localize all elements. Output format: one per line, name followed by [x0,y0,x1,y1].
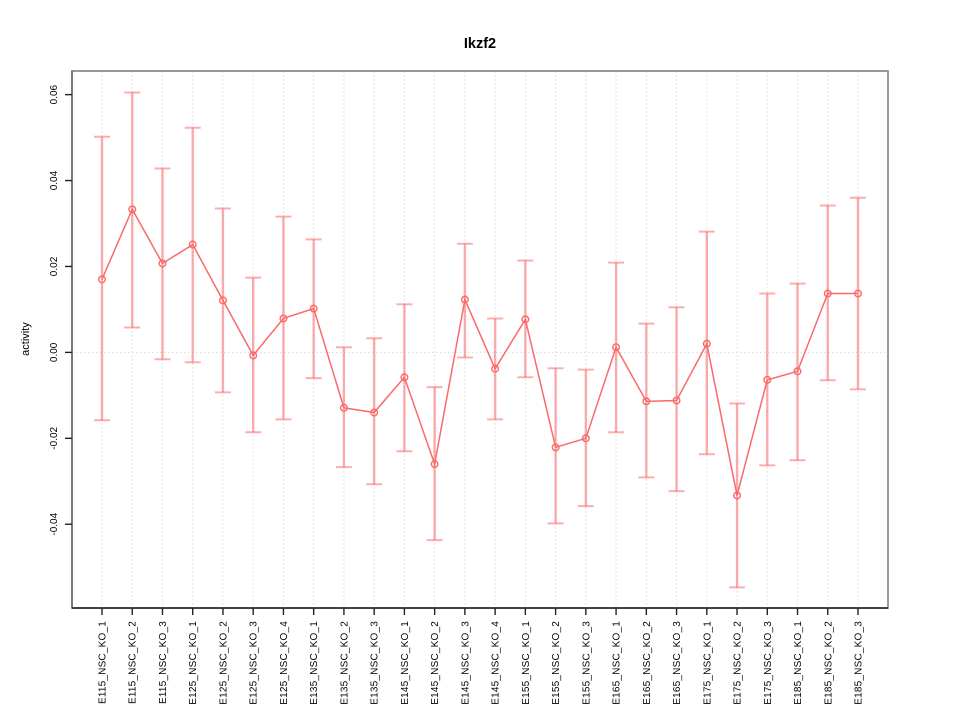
data-point [188,240,197,249]
data-point [491,364,500,373]
data-point [672,396,681,405]
x-tick-label: E185_NSC_KO_1 [793,621,804,705]
data-point [521,315,530,324]
x-tick-label: E145_NSC_KO_4 [491,621,502,705]
x-tick-label: E145_NSC_KO_2 [430,621,441,705]
data-point [97,275,106,284]
data-point [702,339,711,348]
y-tick-label: 0.04 [49,170,60,190]
x-tick-label: E175_NSC_KO_1 [702,621,713,705]
y-tick-label: 0.00 [49,342,60,362]
data-point [642,397,651,406]
x-tick-label: E155_NSC_KO_2 [551,621,562,705]
plot-box [71,70,889,609]
x-tick-label: E145_NSC_KO_3 [460,621,471,705]
x-tick-label: E115_NSC_KO_3 [158,621,169,704]
data-point [249,351,258,360]
data-point [370,408,379,417]
x-tick-label: E125_NSC_KO_2 [218,621,229,705]
y-tick-label: -0.04 [49,512,60,535]
data-point [581,434,590,443]
data-point [763,375,772,384]
data-point [128,205,137,214]
data-point [551,443,560,452]
data-point [430,460,439,469]
data-point [309,304,318,313]
x-tick-label: E155_NSC_KO_1 [521,621,532,705]
x-tick-label: E165_NSC_KO_1 [612,621,623,705]
data-point [218,296,227,305]
x-tick-label: E145_NSC_KO_1 [400,621,411,705]
chart-title: Ikzf2 [463,36,497,52]
x-tick-label: E165_NSC_KO_2 [642,621,653,705]
x-tick-label: E165_NSC_KO_3 [672,621,683,705]
x-tick-label: E185_NSC_KO_2 [823,621,834,705]
x-tick-label: E135_NSC_KO_3 [370,621,381,705]
data-point [854,289,863,298]
x-tick-label: E115_NSC_KO_2 [128,621,139,704]
x-tick-label: E125_NSC_KO_3 [249,621,260,705]
x-tick-label: E125_NSC_KO_4 [279,621,290,705]
data-point [400,373,409,382]
x-tick-label: E135_NSC_KO_2 [339,621,350,705]
y-tick-label: -0.02 [49,426,60,449]
data-point [793,367,802,376]
data-point [158,259,167,268]
data-point [823,289,832,298]
x-tick-label: E115_NSC_KO_1 [98,621,109,704]
data-point [460,295,469,304]
data-point [339,403,348,412]
x-tick-label: E155_NSC_KO_3 [581,621,592,705]
y-tick-label: 0.06 [49,84,60,104]
y-tick-label: 0.02 [49,256,60,276]
data-point [279,314,288,323]
data-point [733,491,742,500]
data-point [612,343,621,352]
x-tick-label: E125_NSC_KO_1 [188,621,199,705]
x-tick-label: E175_NSC_KO_2 [733,621,744,705]
x-tick-label: E175_NSC_KO_3 [763,621,774,705]
x-tick-label: E135_NSC_KO_1 [309,621,320,705]
series-line [101,207,858,496]
x-tick-label: E185_NSC_KO_3 [854,621,865,705]
